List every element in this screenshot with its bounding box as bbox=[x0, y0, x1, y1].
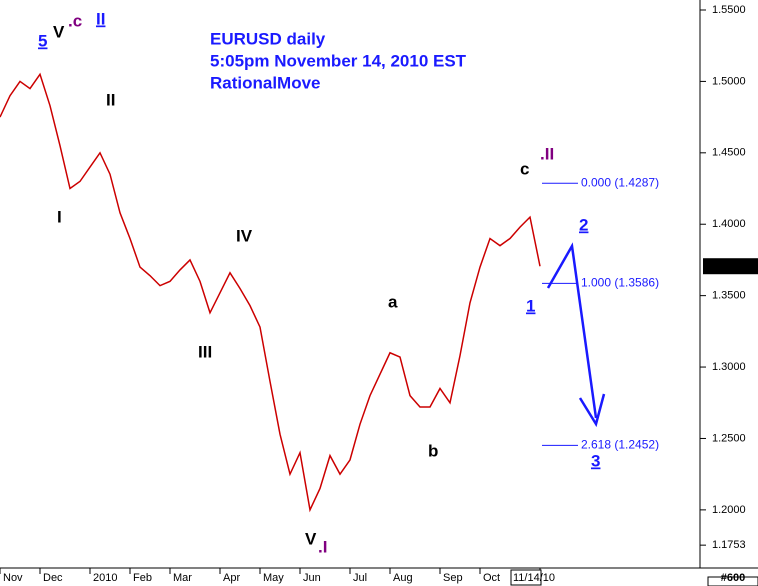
x-tick-label: Oct bbox=[483, 572, 500, 584]
y-tick-label: 1.4500 bbox=[712, 147, 746, 159]
wave-label: III bbox=[198, 342, 212, 361]
x-tick-label: Apr bbox=[223, 572, 240, 584]
wave-label: 3 bbox=[591, 451, 600, 470]
wave-label: 2 bbox=[579, 215, 588, 234]
wave-label: I bbox=[57, 207, 62, 226]
arrow-head bbox=[578, 393, 606, 428]
projection-arrow bbox=[546, 242, 606, 428]
y-tick-label: 1.4000 bbox=[712, 218, 746, 230]
arrow-path bbox=[546, 242, 598, 419]
x-tick-label: Mar bbox=[173, 572, 192, 584]
x-tick-label: Jun bbox=[303, 572, 321, 584]
y-tick-label: 1.1753 bbox=[712, 539, 746, 551]
wave-label: b bbox=[428, 441, 438, 460]
title-line: EURUSD daily bbox=[210, 29, 326, 48]
wave-label: a bbox=[388, 292, 398, 311]
wave-label: c bbox=[520, 159, 529, 178]
wave-label: 5 bbox=[38, 31, 47, 50]
wave-label: II bbox=[96, 9, 105, 28]
wave-label: .I bbox=[318, 537, 327, 556]
fib-label: 1.000 (1.3586) bbox=[581, 276, 659, 290]
y-tick-label: 1.3000 bbox=[712, 361, 746, 373]
x-tick-label: 11/14/10 bbox=[513, 572, 555, 584]
x-tick-label: Jul bbox=[353, 572, 367, 584]
footer-box bbox=[707, 576, 758, 586]
fib-label: 2.618 (1.2452) bbox=[581, 437, 659, 451]
y-tick-label: 1.3500 bbox=[712, 290, 746, 302]
x-tick-label: Nov bbox=[3, 572, 23, 584]
wave-label: 1 bbox=[526, 296, 535, 315]
y-tick-label: 1.2000 bbox=[712, 504, 746, 516]
x-tick-label: Sep bbox=[443, 572, 463, 584]
wave-label: .c bbox=[68, 11, 82, 30]
x-tick-label: 2010 bbox=[93, 572, 117, 584]
last-price-label: 1.3706 bbox=[712, 260, 746, 272]
y-tick-label: 1.5500 bbox=[712, 4, 746, 16]
y-tick-label: 1.5000 bbox=[712, 75, 746, 87]
price-line bbox=[0, 72, 541, 513]
title-line: 5:05pm November 14, 2010 EST bbox=[210, 51, 467, 70]
x-tick-label: Feb bbox=[133, 572, 152, 584]
wave-label: II bbox=[106, 90, 115, 109]
x-tick-label: Aug bbox=[393, 572, 413, 584]
y-tick-label: 1.2500 bbox=[712, 432, 746, 444]
x-tick-label: Dec bbox=[43, 572, 63, 584]
wave-label: V bbox=[305, 529, 317, 548]
title-line: RationalMove bbox=[210, 73, 321, 92]
wave-label: IV bbox=[236, 226, 253, 245]
wave-label: V bbox=[53, 22, 65, 41]
wave-label: .II bbox=[540, 144, 554, 163]
footer-label: #600 bbox=[721, 572, 745, 584]
x-tick-label: May bbox=[263, 572, 284, 584]
last-price-box bbox=[703, 258, 758, 275]
date-box bbox=[510, 569, 542, 586]
fib-label: 0.000 (1.4287) bbox=[581, 175, 659, 189]
